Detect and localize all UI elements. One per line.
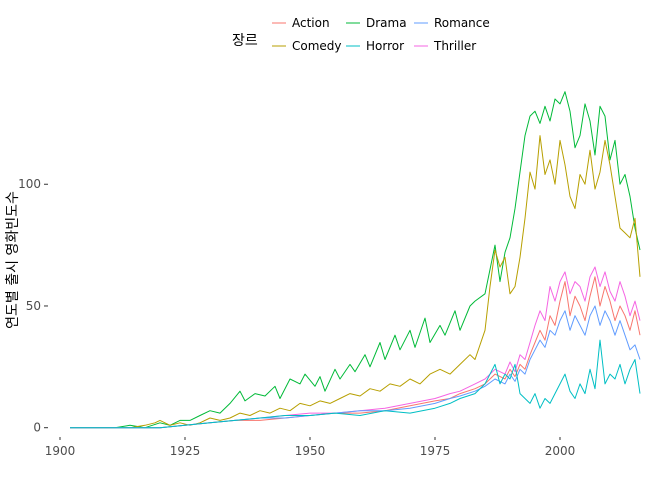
x-tick-label: 1975 (420, 444, 451, 458)
legend-item-horror: Horror (346, 39, 404, 53)
legend-label: Drama (366, 16, 407, 30)
legend-label: Romance (434, 16, 490, 30)
x-tick-label: 1925 (170, 444, 201, 458)
legend: 장르 Action Comedy Drama Horror Romance Thrille… (232, 16, 490, 53)
y-tick-label: 100 (18, 177, 41, 191)
x-tick-label: 2000 (545, 444, 576, 458)
y-tick-label: 0 (33, 421, 41, 435)
y-axis-title: 연도별 출시 영화빈도수 (5, 191, 21, 329)
x-tick-label: 1900 (45, 444, 76, 458)
legend-item-thriller: Thriller (414, 39, 476, 53)
y-axis: 0 50 100 (18, 177, 48, 435)
plot-area: 1900 1925 1950 1975 2000 0 50 100 (18, 91, 641, 458)
series-layer (70, 91, 641, 429)
legend-item-comedy: Comedy (272, 39, 342, 53)
legend-label: Action (292, 16, 330, 30)
y-tick-label: 50 (26, 299, 41, 313)
legend-item-drama: Drama (346, 16, 407, 30)
legend-label: Horror (366, 39, 404, 53)
legend-item-romance: Romance (414, 16, 490, 30)
series-line-comedy (70, 135, 641, 429)
legend-title: 장르 (232, 33, 258, 49)
series-line-drama (70, 91, 641, 429)
legend-label: Thriller (433, 39, 476, 53)
series-line-romance (70, 305, 641, 429)
legend-label: Comedy (292, 39, 342, 53)
legend-entries: Action Comedy Drama Horror Romance Thriller (272, 16, 490, 53)
series-line-horror (70, 339, 641, 429)
legend-item-action: Action (272, 16, 330, 30)
x-tick-label: 1950 (295, 444, 326, 458)
series-line-thriller (70, 266, 641, 429)
x-axis: 1900 1925 1950 1975 2000 (45, 437, 576, 458)
